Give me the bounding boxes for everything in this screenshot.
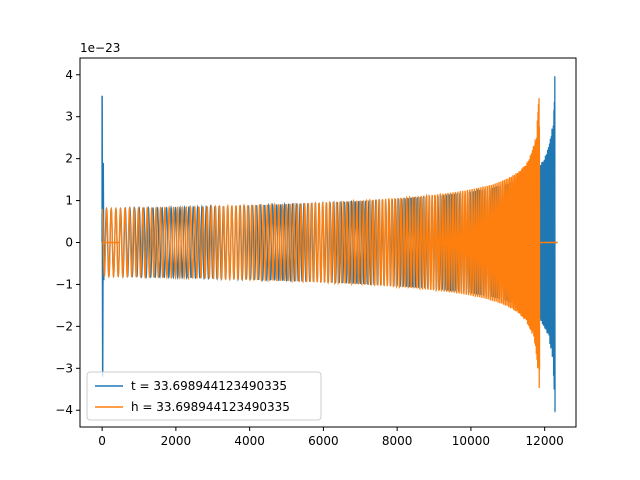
legend-label: t = 33.698944123490335	[131, 379, 287, 393]
y-offset-label: 1e−23	[80, 41, 120, 55]
y-tick-label: −4	[55, 403, 73, 417]
legend-label: h = 33.698944123490335	[131, 400, 290, 414]
y-tick-label: −1	[55, 277, 73, 291]
legend: t = 33.698944123490335 h = 33.69894412349…	[86, 371, 322, 421]
y-tick-label: −3	[55, 361, 73, 375]
legend-box	[86, 371, 322, 421]
y-tick-label: 0	[65, 236, 73, 250]
x-tick-label: 6000	[308, 434, 339, 448]
x-tick-label: 8000	[382, 434, 413, 448]
x-tick-label: 4000	[234, 434, 265, 448]
y-tick-label: 2	[65, 152, 73, 166]
y-tick-label: 4	[65, 68, 73, 82]
y-tick-label: 3	[65, 110, 73, 124]
x-tick-label: 12000	[526, 434, 564, 448]
y-tick-label: 1	[65, 194, 73, 208]
x-tick-label: 2000	[161, 434, 192, 448]
axes: 0 2000 4000 6000 8000 10000 12000 −4 −3 −2 −1 0 1 2 3 4	[55, 57, 577, 448]
series-h-waveform	[101, 98, 541, 388]
series-h-line	[101, 98, 558, 388]
x-tick-label: 0	[98, 434, 106, 448]
y-tick-label: −2	[55, 319, 73, 333]
x-tick-label: 10000	[452, 434, 490, 448]
